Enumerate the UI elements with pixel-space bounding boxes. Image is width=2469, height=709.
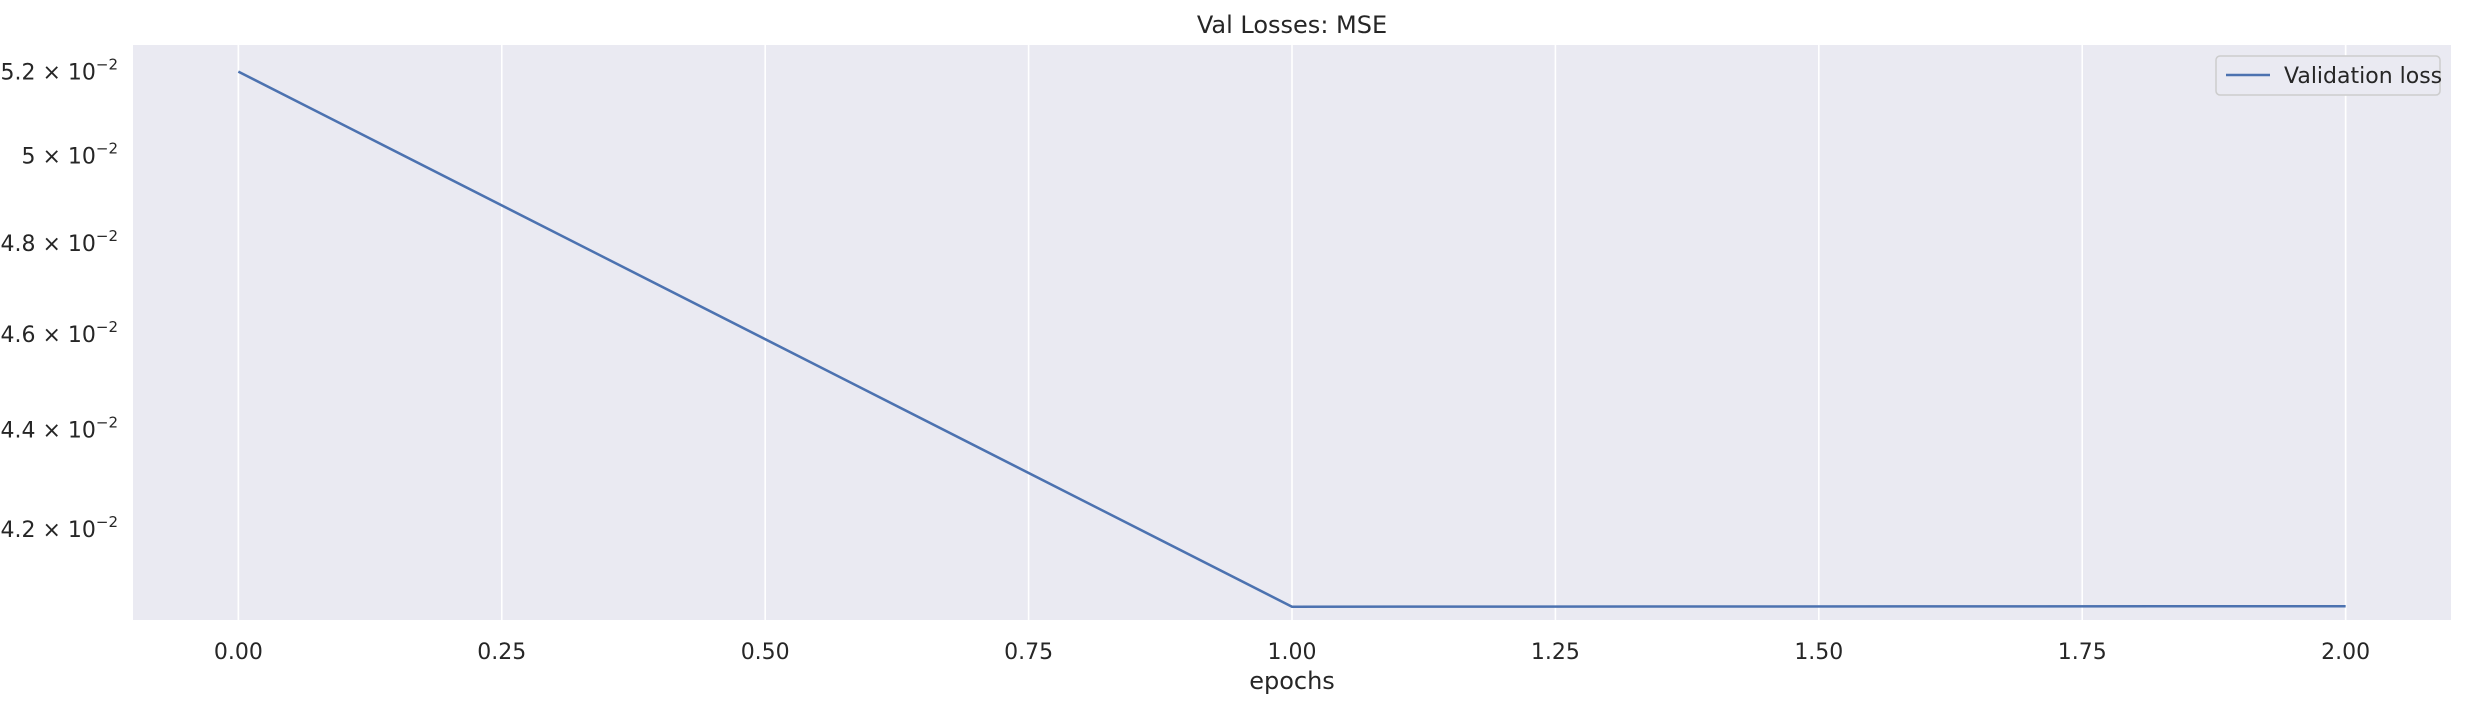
- x-tick-label: 1.50: [1794, 640, 1843, 665]
- y-tick-label: 5.2 × 10−2: [0, 56, 118, 86]
- y-tick-label: 4.6 × 10−2: [0, 318, 118, 348]
- legend-box: [2215, 55, 2441, 96]
- y-tick-label: 5 × 10−2: [21, 140, 118, 170]
- y-tick-label: 4.2 × 10−2: [0, 513, 118, 543]
- x-axis-label: epochs: [1249, 667, 1335, 695]
- legend: Validation loss: [2215, 55, 2442, 96]
- grid-lines: [237, 45, 2347, 620]
- chart-title: Val Losses: MSE: [1197, 11, 1387, 39]
- x-tick-labels: 0.00 0.25 0.50 0.75 1.00 1.25 1.50 1.75 2.00: [214, 640, 2370, 665]
- x-tick-label: 1.25: [1531, 640, 1580, 665]
- y-tick-label: 4.8 × 10−2: [0, 227, 118, 257]
- x-tick-label: 0.00: [214, 640, 263, 665]
- x-tick-label: 1.75: [2058, 640, 2107, 665]
- x-tick-label: 0.50: [741, 640, 790, 665]
- y-tick-labels: 5.2 × 10−2 5 × 10−2 4.8 × 10−2 4.6 × 10−2 4.…: [0, 56, 118, 543]
- x-tick-label: 0.25: [477, 640, 526, 665]
- series-line-validation-loss: [237, 70, 2346, 608]
- series-layer: [237, 70, 2346, 608]
- legend-label-validation-loss: Validation loss: [2284, 64, 2442, 89]
- x-tick-label: 0.75: [1004, 640, 1053, 665]
- x-tick-label: 1.00: [1268, 640, 1317, 665]
- y-tick-label: 4.4 × 10−2: [0, 413, 118, 443]
- x-tick-label: 2.00: [2321, 640, 2370, 665]
